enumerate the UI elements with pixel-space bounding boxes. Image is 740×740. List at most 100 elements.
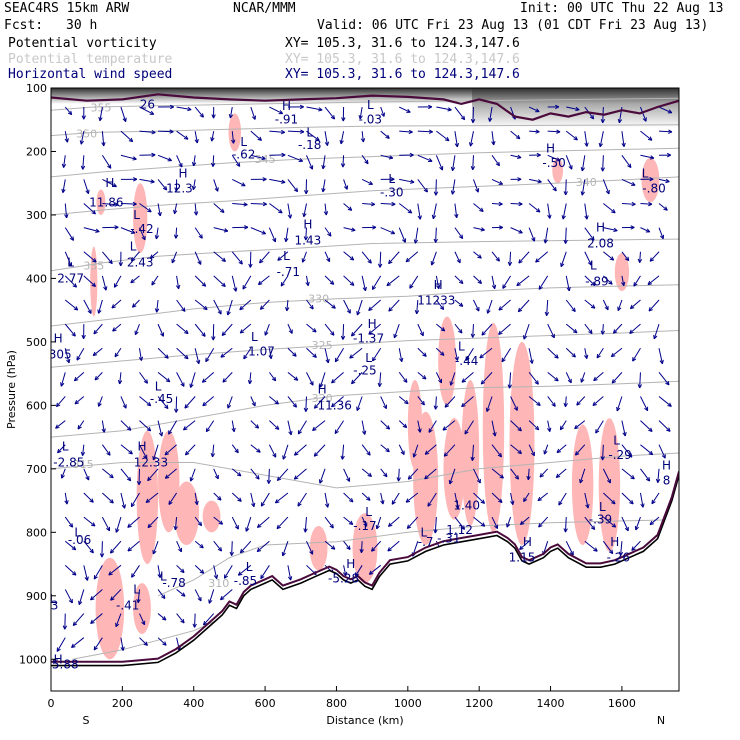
wind-vector (293, 444, 307, 456)
wind-vector (191, 179, 197, 191)
wind-vector (658, 106, 673, 114)
pv-positive-region (309, 525, 328, 571)
pv-value-label: 11.36 (317, 398, 351, 412)
wind-vector (202, 396, 215, 407)
pv-value-label: -.80 (642, 181, 665, 195)
wind-vector (386, 275, 400, 287)
wind-vector (637, 251, 643, 263)
wind-vector (473, 203, 484, 212)
wind-vector (231, 251, 243, 265)
wind-vector (64, 564, 77, 576)
wind-vector (83, 468, 90, 481)
wind-vector (210, 131, 215, 142)
pv-low-marker: L (365, 351, 372, 365)
y-tick-label: 300 (26, 209, 47, 222)
wind-vector (139, 613, 146, 626)
y-tick-label: 500 (26, 336, 47, 349)
pv-value-label: 2.43 (127, 256, 154, 270)
wind-vector (398, 444, 405, 456)
pv-high-marker: H (282, 99, 291, 113)
wind-vector (154, 299, 160, 313)
pv-high-marker: H (137, 440, 146, 454)
wind-vector (442, 420, 456, 431)
pv-high-marker: H (610, 535, 619, 549)
pv-positive-region (133, 583, 151, 634)
pv-value-label: 11233 (417, 294, 455, 308)
wind-vector (287, 396, 298, 408)
wind-vector (302, 203, 307, 218)
wind-vector (658, 444, 666, 459)
wind-vector (222, 372, 233, 383)
wind-vector (136, 468, 142, 486)
pv-low-marker: L (74, 525, 81, 539)
wind-vector (64, 203, 69, 219)
wind-vector (83, 540, 94, 554)
wind-vector (621, 178, 636, 186)
pv-low-marker: L (642, 167, 649, 181)
wind-vector (127, 516, 140, 528)
wind-vector (324, 323, 335, 336)
wind-vector (519, 540, 530, 550)
wind-vector (64, 227, 75, 241)
wind-vector (242, 275, 252, 290)
wind-vector (651, 492, 660, 505)
stratosphere-shading-north (472, 88, 679, 128)
wind-vector (544, 299, 550, 316)
pv-positive-region (202, 500, 221, 533)
wind-vector (213, 251, 226, 262)
wind-vector (213, 227, 229, 233)
wind-vector (113, 275, 122, 288)
wind-vector (491, 178, 504, 185)
wind-vector (414, 299, 420, 315)
wind-vector (76, 347, 85, 361)
pv-value-label: 1.43 (295, 233, 322, 247)
pv-value-label: -.45 (150, 392, 173, 406)
wind-vector (380, 420, 391, 430)
wind-vector (282, 444, 289, 460)
wind-vector (120, 106, 127, 123)
wind-vector (319, 372, 326, 388)
wind-vector (417, 104, 433, 110)
pv-value-label: 3 (51, 598, 59, 612)
wind-vector (658, 372, 670, 386)
pv-low-marker: L (590, 259, 597, 273)
wind-vector (640, 130, 653, 141)
wind-vector (600, 444, 605, 461)
south-label: S (83, 714, 90, 727)
wind-vector (297, 492, 307, 507)
north-label: N (657, 714, 665, 727)
wind-vector (305, 275, 310, 287)
tropopause-pv2-line (51, 93, 679, 121)
wind-vector (324, 540, 336, 550)
pv-value-label: -5.28 (328, 572, 359, 586)
wind-vector (277, 251, 289, 261)
wind-vector (340, 444, 345, 460)
wind-vector (612, 323, 623, 334)
wind-vector (343, 251, 355, 261)
wind-vector (603, 275, 613, 285)
wind-vector (231, 275, 238, 292)
pv-high-marker: H (523, 535, 532, 549)
wind-vector (231, 492, 242, 502)
pv-high-marker: H (596, 221, 605, 235)
wind-vector (201, 371, 215, 383)
wind-vector (454, 203, 459, 219)
wind-vector (194, 299, 208, 311)
wind-vector (210, 444, 216, 458)
wind-vector (139, 637, 148, 646)
wind-vector (226, 299, 233, 316)
wind-vector (120, 444, 133, 455)
theta-contour-305 (72, 617, 223, 660)
wind-vector (380, 154, 394, 160)
pv-high-marker: H (368, 317, 377, 331)
wind-vector (83, 299, 92, 314)
wind-vector (424, 444, 437, 455)
wind-vector (287, 179, 299, 193)
wind-vector (510, 130, 521, 140)
wind-vector (80, 444, 86, 456)
wind-vector (81, 107, 86, 120)
wind-vector (547, 179, 557, 192)
wind-vector (486, 299, 493, 314)
wind-vector (157, 179, 168, 191)
wind-vector (194, 106, 204, 118)
